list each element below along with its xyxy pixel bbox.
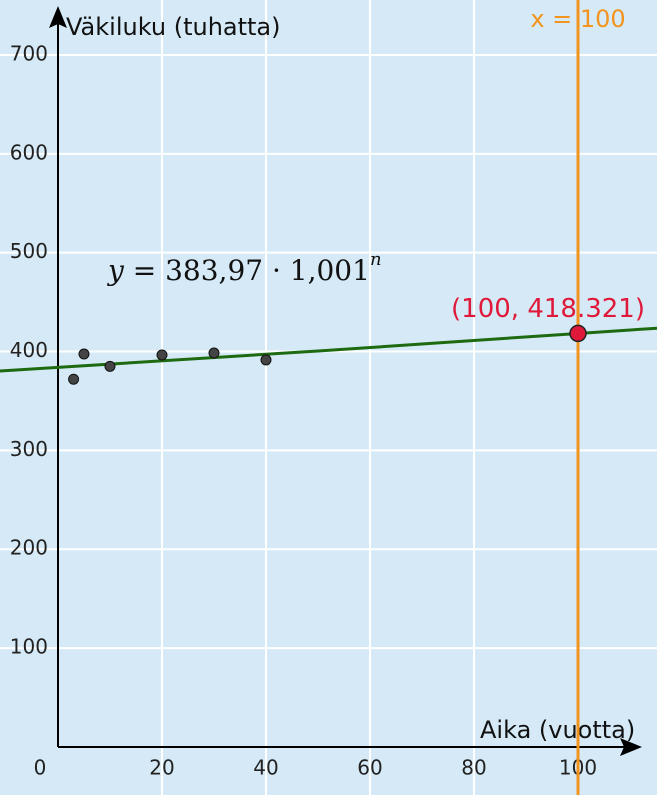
data-point [68,373,80,385]
y-tick-label: 500 [10,239,48,263]
equation: y = 383,97 · 1,001n [106,249,382,287]
data-point [208,347,220,359]
y-tick-label: 700 [10,41,48,65]
data-point [156,349,168,361]
equation-rhs: = 383,97 · 1,001 [133,254,370,287]
data-point [78,348,90,360]
data-point [260,354,272,366]
x-axis-arrow [620,738,642,756]
data-point [104,360,116,372]
x-tick-label: 0 [34,755,47,779]
x-axis-title: Aika (vuotta) [480,716,635,744]
y-tick-label: 100 [10,635,48,659]
y-tick-label: 300 [10,437,48,461]
y-tick-label: 200 [10,536,48,560]
vertical-line-label: x = 100 [530,5,625,33]
highlight-point [569,324,587,343]
x-tick-label: 20 [149,755,174,779]
equation-exponent: n [370,249,382,270]
equation-lhs: y [106,254,125,287]
x-tick-label: 60 [357,755,382,779]
y-tick-label: 600 [10,140,48,164]
x-tick-label: 40 [253,755,278,779]
y-tick-label: 400 [10,338,48,362]
fit-line [0,326,657,373]
x-tick-label: 80 [461,755,486,779]
y-axis-title: Väkiluku (tuhatta) [66,13,281,41]
point-label: (100, 418.321) [451,294,645,324]
y-axis-arrow [49,6,67,28]
